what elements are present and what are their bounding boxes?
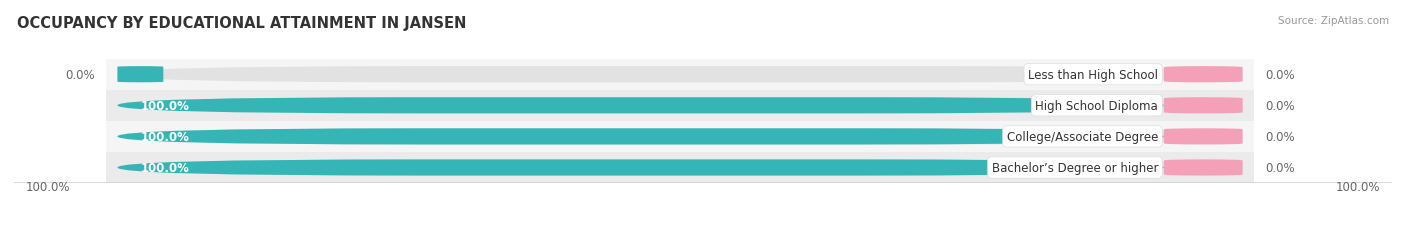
FancyBboxPatch shape	[1164, 160, 1243, 176]
Text: 0.0%: 0.0%	[1265, 161, 1295, 174]
Bar	[105, 59, 1254, 90]
FancyBboxPatch shape	[118, 67, 163, 83]
FancyBboxPatch shape	[1164, 67, 1243, 83]
Text: 100.0%: 100.0%	[141, 99, 190, 112]
Text: 100.0%: 100.0%	[141, 161, 190, 174]
FancyBboxPatch shape	[118, 160, 1164, 176]
Text: 0.0%: 0.0%	[1265, 99, 1295, 112]
FancyBboxPatch shape	[118, 129, 1243, 145]
Bar	[105, 90, 1254, 121]
FancyBboxPatch shape	[118, 129, 1164, 145]
Text: 0.0%: 0.0%	[65, 68, 94, 81]
Text: 0.0%: 0.0%	[1265, 68, 1295, 81]
Text: Less than High School: Less than High School	[1028, 68, 1159, 81]
Text: College/Associate Degree: College/Associate Degree	[1007, 130, 1159, 143]
FancyBboxPatch shape	[118, 67, 1243, 83]
FancyBboxPatch shape	[1164, 98, 1243, 114]
Bar	[105, 152, 1254, 183]
Bar	[105, 121, 1254, 152]
Text: 100.0%: 100.0%	[1336, 180, 1381, 193]
FancyBboxPatch shape	[118, 98, 1243, 114]
FancyBboxPatch shape	[118, 98, 1164, 114]
Text: High School Diploma: High School Diploma	[1035, 99, 1159, 112]
Text: 100.0%: 100.0%	[141, 130, 190, 143]
FancyBboxPatch shape	[1164, 129, 1243, 145]
Text: Bachelor’s Degree or higher: Bachelor’s Degree or higher	[991, 161, 1159, 174]
Text: OCCUPANCY BY EDUCATIONAL ATTAINMENT IN JANSEN: OCCUPANCY BY EDUCATIONAL ATTAINMENT IN J…	[17, 16, 467, 31]
Text: 0.0%: 0.0%	[1265, 130, 1295, 143]
FancyBboxPatch shape	[118, 160, 1243, 176]
Text: Source: ZipAtlas.com: Source: ZipAtlas.com	[1278, 16, 1389, 26]
Text: 100.0%: 100.0%	[25, 180, 70, 193]
